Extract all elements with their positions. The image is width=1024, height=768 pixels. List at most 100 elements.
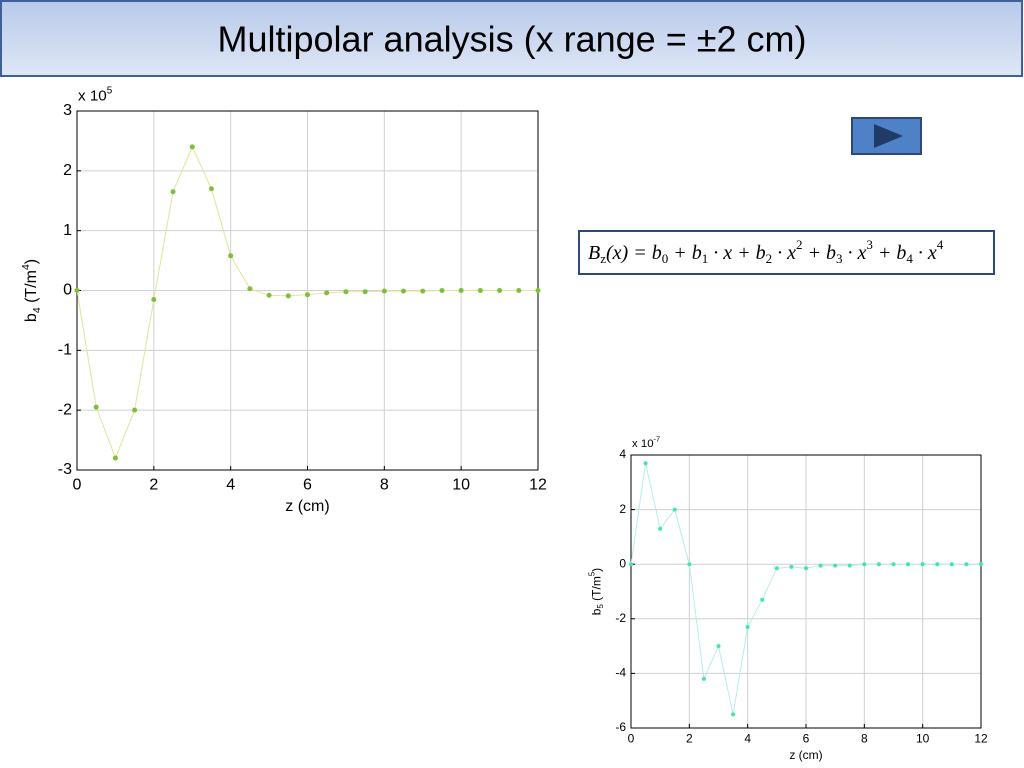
data-point xyxy=(774,566,779,571)
text-part: (T/m xyxy=(590,576,604,604)
y-tick-label: 3 xyxy=(63,102,72,119)
data-point xyxy=(74,288,80,293)
text-part: 2 xyxy=(796,237,803,252)
x-tick-label: 8 xyxy=(380,476,389,493)
data-point xyxy=(151,296,157,302)
x-tick-label: 12 xyxy=(529,476,547,493)
text-part: 2 xyxy=(766,251,773,266)
text-part: 3 xyxy=(836,251,843,266)
data-point xyxy=(658,526,663,531)
data-point xyxy=(362,289,368,295)
data-point xyxy=(789,564,794,569)
data-point xyxy=(247,286,253,292)
data-point xyxy=(439,288,445,293)
y-tick-label: -6 xyxy=(615,720,626,734)
data-point xyxy=(643,461,648,466)
text-part: b xyxy=(590,608,604,615)
text-part: 4 xyxy=(21,264,32,270)
text-part: 5 xyxy=(588,571,597,576)
text-part: 4 xyxy=(906,251,913,266)
x-tick-label: 4 xyxy=(744,732,751,746)
data-point xyxy=(804,566,808,571)
data-point xyxy=(745,624,750,629)
text-part: 0 xyxy=(662,251,669,266)
data-point xyxy=(285,293,291,299)
data-point xyxy=(716,644,721,649)
data-point xyxy=(891,562,896,567)
y-tick-label: -1 xyxy=(58,342,72,359)
data-point xyxy=(266,292,272,298)
text-part: b xyxy=(652,242,662,264)
text-part: + xyxy=(802,242,826,264)
data-point xyxy=(381,288,387,294)
x-tick-label: 6 xyxy=(803,732,810,746)
y-tick-label: -2 xyxy=(58,401,72,418)
plot-frame xyxy=(630,454,982,729)
data-point xyxy=(701,676,706,681)
y-tick-label: 1 xyxy=(63,222,72,239)
y-tick-label: -2 xyxy=(615,611,626,625)
text-part: · x xyxy=(772,242,796,264)
data-point xyxy=(629,562,633,567)
data-point xyxy=(964,562,969,567)
play-icon[interactable] xyxy=(874,124,903,148)
data-point xyxy=(477,288,483,293)
text-part: 5 xyxy=(596,604,605,609)
data-point xyxy=(920,562,925,567)
formula-box xyxy=(578,230,995,275)
data-point xyxy=(672,507,677,512)
y-axis-label: b5 (T/m5) xyxy=(588,568,605,615)
text-part: x 10 xyxy=(632,438,654,450)
text-part: b xyxy=(826,242,836,264)
data-point xyxy=(208,186,214,192)
data-point xyxy=(935,562,940,567)
data-point xyxy=(112,455,118,461)
x-tick-label: 4 xyxy=(226,476,235,493)
text-part: 5 xyxy=(107,85,113,96)
text-part: b xyxy=(896,242,906,264)
data-point xyxy=(876,562,881,567)
data-point xyxy=(401,288,407,294)
text-part: b xyxy=(23,313,40,322)
y-axis-label: b4 (T/m4) xyxy=(21,259,43,322)
data-point xyxy=(189,144,195,150)
data-point xyxy=(760,597,765,602)
text-part: + xyxy=(668,242,692,264)
data-point xyxy=(343,289,349,295)
y-tick-label: 2 xyxy=(63,162,72,179)
next-button[interactable] xyxy=(851,117,922,155)
data-point xyxy=(497,288,503,293)
text-part: B xyxy=(588,242,600,264)
text-part: b xyxy=(756,242,766,264)
data-point xyxy=(833,563,838,568)
data-point xyxy=(228,253,234,259)
data-point xyxy=(818,563,823,568)
text-part: (T/m xyxy=(23,270,40,307)
text-part: -7 xyxy=(654,435,661,444)
slide-title: Multipolar analysis (x range = ±2 cm) xyxy=(218,19,807,60)
x-axis-label: z (cm) xyxy=(789,748,822,762)
data-point xyxy=(535,288,541,293)
data-point xyxy=(324,290,330,296)
x-tick-label: 10 xyxy=(452,476,470,493)
text-part: · x xyxy=(842,242,866,264)
x-axis-label: z (cm) xyxy=(285,498,329,515)
y-tick-label: -3 xyxy=(58,461,72,478)
data-point xyxy=(847,563,852,568)
data-point xyxy=(132,407,138,413)
x-tick-label: 10 xyxy=(916,732,930,746)
data-point xyxy=(93,404,99,410)
x-tick-label: 6 xyxy=(303,476,312,493)
x-tick-label: 0 xyxy=(73,476,82,493)
text-part: x 10 xyxy=(78,88,107,105)
text-part: ) xyxy=(23,259,40,264)
axis-multiplier: x 105 xyxy=(78,85,113,104)
formula: Bz(x) = b0 + b1 · x + b2 · x2 + b3 · x3 … xyxy=(588,237,944,266)
data-point xyxy=(458,288,464,293)
x-tick-label: 2 xyxy=(686,732,693,746)
y-tick-label: 4 xyxy=(619,447,626,461)
data-point xyxy=(516,288,522,293)
x-tick-label: 8 xyxy=(861,732,868,746)
